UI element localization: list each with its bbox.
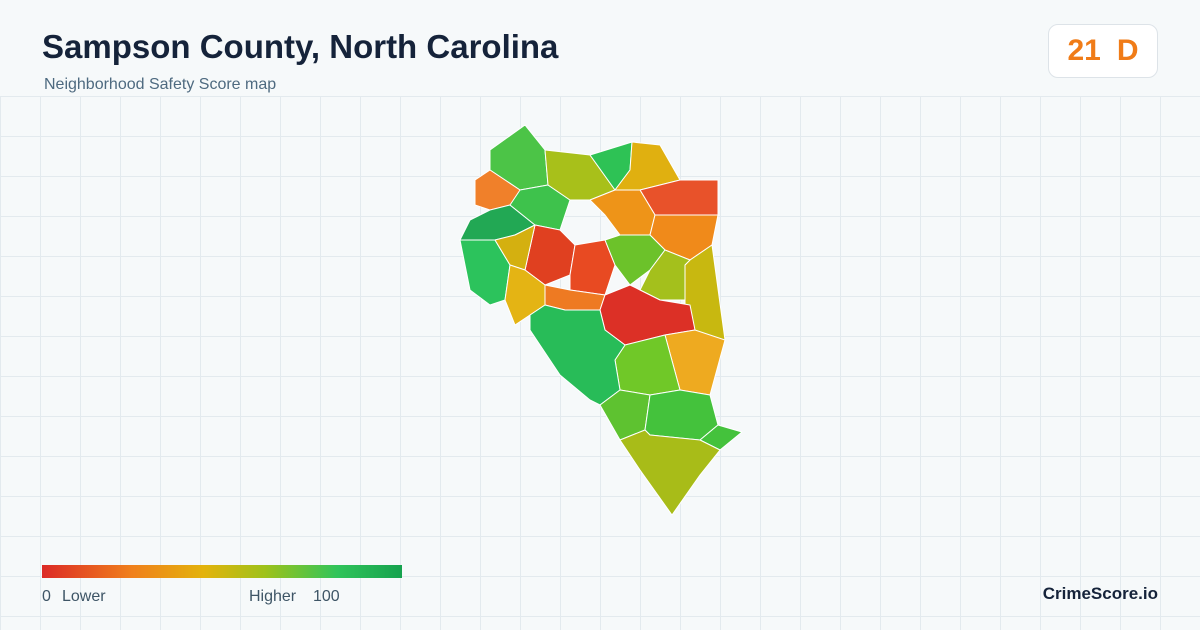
score-value: 21 [1067,34,1101,67]
region [529,304,626,406]
legend-min: 0 [42,588,51,605]
title: Sampson County, North Carolina [42,28,559,65]
score-badge: 21 D [1048,24,1158,78]
score-grade: D [1116,34,1139,67]
region [494,224,536,271]
brand: CrimeScore.io [1042,584,1158,603]
region [644,389,719,441]
region [619,429,721,516]
legend-low-label: Lower [62,588,106,605]
subtitle: Neighborhood Safety Score map [44,76,277,93]
legend-gradient [42,565,402,578]
header-bg [0,0,1200,96]
legend-high-label: Higher [249,588,297,605]
legend-max: 100 [313,588,340,605]
